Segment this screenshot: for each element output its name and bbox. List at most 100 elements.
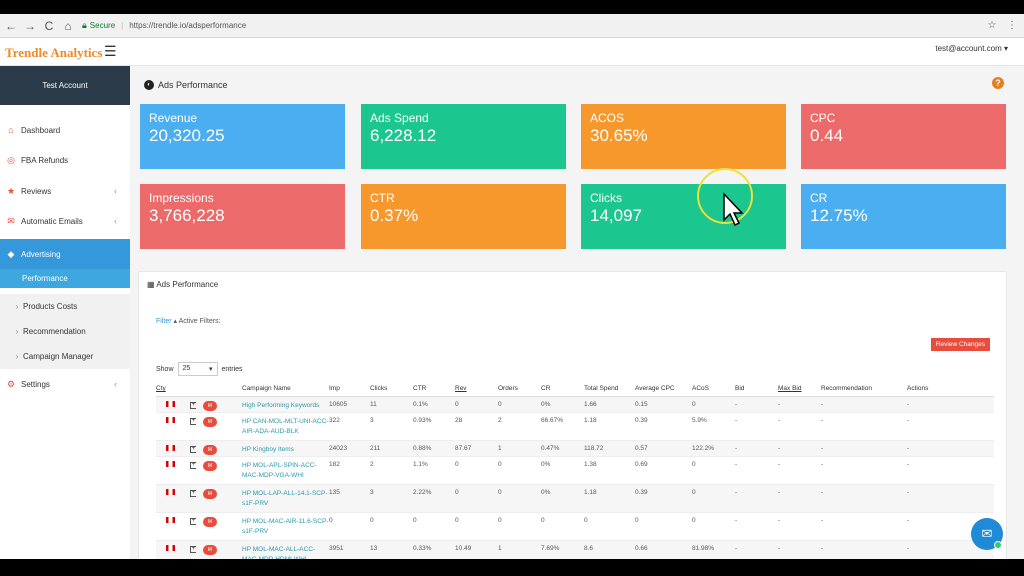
- filter-link[interactable]: Filter: [156, 318, 172, 325]
- table-row[interactable]: + M HP MOL-APL-SPIN-ACC-MAC-MDP-VGA-WHI 182…: [156, 457, 994, 485]
- column-header[interactable]: Orders: [498, 385, 518, 392]
- column-header[interactable]: Clicks: [370, 385, 388, 392]
- entries-select[interactable]: 25 ▾: [177, 362, 218, 376]
- table-cell: 0: [692, 401, 696, 408]
- table-cell: -: [821, 517, 824, 524]
- card-title: ACOS: [590, 111, 625, 125]
- bullhorn-icon: ◆: [7, 248, 15, 259]
- sidebar-item-automatic-emails[interactable]: ✉ Automatic Emails ‹: [0, 206, 130, 236]
- campaign-badge-icon[interactable]: M: [203, 545, 217, 555]
- column-header[interactable]: CR: [541, 385, 551, 392]
- campaign-name-cell[interactable]: HP MOL-APL-SPIN-ACC-MAC-MDP-VGA-WHI: [242, 462, 317, 479]
- campaign-name-cell[interactable]: High Performing Keywords: [242, 402, 320, 409]
- star-icon[interactable]: ☆: [987, 20, 997, 31]
- table-row[interactable]: + M HP MOL-LAP-ALL-14.1-SCP-s1F-PRV 135 3 2.2…: [156, 485, 994, 513]
- campaign-name-cell[interactable]: HP MOL-MAC-AIR-11.6-SCP-s1F-PRV: [242, 518, 329, 535]
- sidebar-item-products-costs[interactable]: › Products Costs: [0, 294, 130, 319]
- table-cell: 2.22%: [413, 489, 432, 496]
- back-icon[interactable]: ←: [5, 18, 17, 33]
- campaign-badge-icon[interactable]: M: [203, 445, 217, 455]
- column-header[interactable]: Average CPC: [635, 385, 675, 392]
- badge-cell: M: [196, 485, 242, 512]
- column-header[interactable]: Campaign Name: [242, 385, 291, 392]
- campaign-badge-icon[interactable]: M: [203, 417, 217, 427]
- campaign-badge-icon[interactable]: M: [203, 517, 217, 527]
- campaign-name-cell[interactable]: HP Kingboy Items: [242, 446, 294, 453]
- brand-logo[interactable]: Trendle Analytics: [5, 45, 103, 60]
- column-header[interactable]: Rev: [455, 385, 467, 392]
- sidebar-item-campaign-manager[interactable]: › Campaign Manager: [0, 344, 130, 369]
- expand-icon[interactable]: +: [190, 418, 196, 425]
- filter-caret-icon[interactable]: ▴: [173, 318, 178, 325]
- table-cell: 0: [584, 517, 588, 524]
- column-header[interactable]: Total Spend: [584, 385, 619, 392]
- sidebar-item-performance[interactable]: Performance: [0, 269, 130, 288]
- table-row[interactable]: + M High Performing Keywords 10605 11 0.1% 0 0 0…: [156, 397, 994, 413]
- table-cell: 118.72: [584, 445, 604, 452]
- campaign-name-cell[interactable]: HP CAN-MOL-MLT-UNI-ACC-AIR-ADA-AUD-BLK: [242, 418, 329, 435]
- table-row[interactable]: + M HP Kingboy Items 24023 211 0.88% 87.67 1 0.4…: [156, 441, 994, 457]
- sidebar-item-advertising[interactable]: ◆ Advertising: [0, 239, 130, 269]
- column-header[interactable]: CTR: [413, 385, 427, 392]
- panel-title: ▦ Ads Performance: [147, 280, 218, 289]
- table-row[interactable]: + M HP CAN-MOL-MLT-UNI-ACC-AIR-ADA-AUD-BLK…: [156, 413, 994, 441]
- chevron-right-icon: ›: [15, 352, 19, 361]
- reload-icon[interactable]: C: [44, 18, 54, 33]
- user-menu[interactable]: test@account.com ▾: [935, 44, 1008, 53]
- column-header[interactable]: Cty: [156, 385, 166, 392]
- expand-icon[interactable]: +: [190, 446, 196, 453]
- entries-selector: Show 25 ▾ entries: [156, 362, 243, 376]
- table-cell: -: [907, 517, 910, 524]
- expand-icon[interactable]: +: [190, 518, 196, 525]
- address-bar[interactable]: 🔒︎ Secure | https://trendle.io/adsperfor…: [82, 17, 984, 35]
- country-flag-cell: [156, 397, 178, 412]
- page-title: ◐ Ads Performance: [144, 80, 228, 90]
- expand-icon[interactable]: +: [190, 546, 196, 553]
- expand-icon[interactable]: +: [190, 462, 196, 469]
- column-header[interactable]: Bid: [735, 385, 745, 392]
- campaign-name-cell[interactable]: HP MOL-LAP-ALL-14.1-SCP-s1F-PRV: [242, 490, 328, 507]
- forward-icon[interactable]: →: [24, 18, 36, 33]
- menu-dots-icon[interactable]: ⋮: [1007, 20, 1017, 31]
- table-cell: -: [735, 417, 738, 424]
- column-header[interactable]: Imp: [329, 385, 340, 392]
- account-header[interactable]: Test Account: [0, 66, 130, 105]
- canada-flag-icon: [166, 417, 175, 423]
- table-cell: 0.66: [635, 545, 648, 552]
- expand-icon[interactable]: +: [190, 402, 196, 409]
- chevron-right-icon: ›: [15, 327, 19, 336]
- table-cell: 8.6: [584, 545, 594, 552]
- table-row[interactable]: + M HP MOL-MAC-ALL-ACC-MAC-MDP-HDMI-WHI 395…: [156, 541, 994, 559]
- main-content: ◐ Ads Performance ? Revenue 20,320.25 Ads…: [130, 66, 1024, 559]
- url-text[interactable]: https://trendle.io/adsperformance: [129, 21, 247, 30]
- sidebar-item-label: Settings: [21, 379, 50, 389]
- table-row[interactable]: + M HP MOL-MAC-AIR-11.6-SCP-s1F-PRV 0 0 0 0 0 0 0…: [156, 513, 994, 541]
- table-cell: -: [778, 417, 781, 424]
- hamburger-icon[interactable]: ☰: [104, 43, 117, 59]
- card-value: 0.44: [810, 126, 844, 145]
- sidebar-item-reviews[interactable]: ★ Reviews ‹: [0, 176, 130, 206]
- table-cell: 0: [455, 401, 459, 408]
- campaign-badge-icon[interactable]: M: [203, 489, 217, 499]
- badge-cell: M: [196, 397, 242, 412]
- campaign-badge-icon[interactable]: M: [203, 461, 217, 471]
- expand-icon[interactable]: +: [190, 490, 196, 497]
- campaign-name-cell[interactable]: HP MOL-MAC-ALL-ACC-MAC-MDP-HDMI-WHI: [242, 546, 316, 559]
- column-header[interactable]: ACoS: [692, 385, 709, 392]
- help-icon[interactable]: ?: [992, 77, 1004, 89]
- sidebar-item-fba-refunds[interactable]: ◎ FBA Refunds: [0, 145, 130, 175]
- home-icon[interactable]: ⌂: [64, 18, 72, 33]
- country-flag-cell: [156, 485, 178, 512]
- review-changes-button[interactable]: Review Changes: [930, 338, 990, 351]
- column-header[interactable]: Recommendation: [821, 385, 872, 392]
- address-separator: |: [121, 21, 124, 30]
- sidebar-item-settings[interactable]: ⚙ Settings ‹: [0, 369, 130, 399]
- column-header[interactable]: Max Bid: [778, 385, 802, 392]
- campaign-badge-icon[interactable]: M: [203, 401, 217, 411]
- column-header[interactable]: Actions: [907, 385, 929, 392]
- sidebar-item-dashboard[interactable]: ⌂ Dashboard: [0, 115, 130, 145]
- table-cell: 0%: [541, 461, 551, 468]
- table-cell: 0.1%: [413, 401, 428, 408]
- sidebar-item-recommendation[interactable]: › Recommendation: [0, 319, 130, 344]
- chevron-left-icon: ‹: [114, 379, 117, 389]
